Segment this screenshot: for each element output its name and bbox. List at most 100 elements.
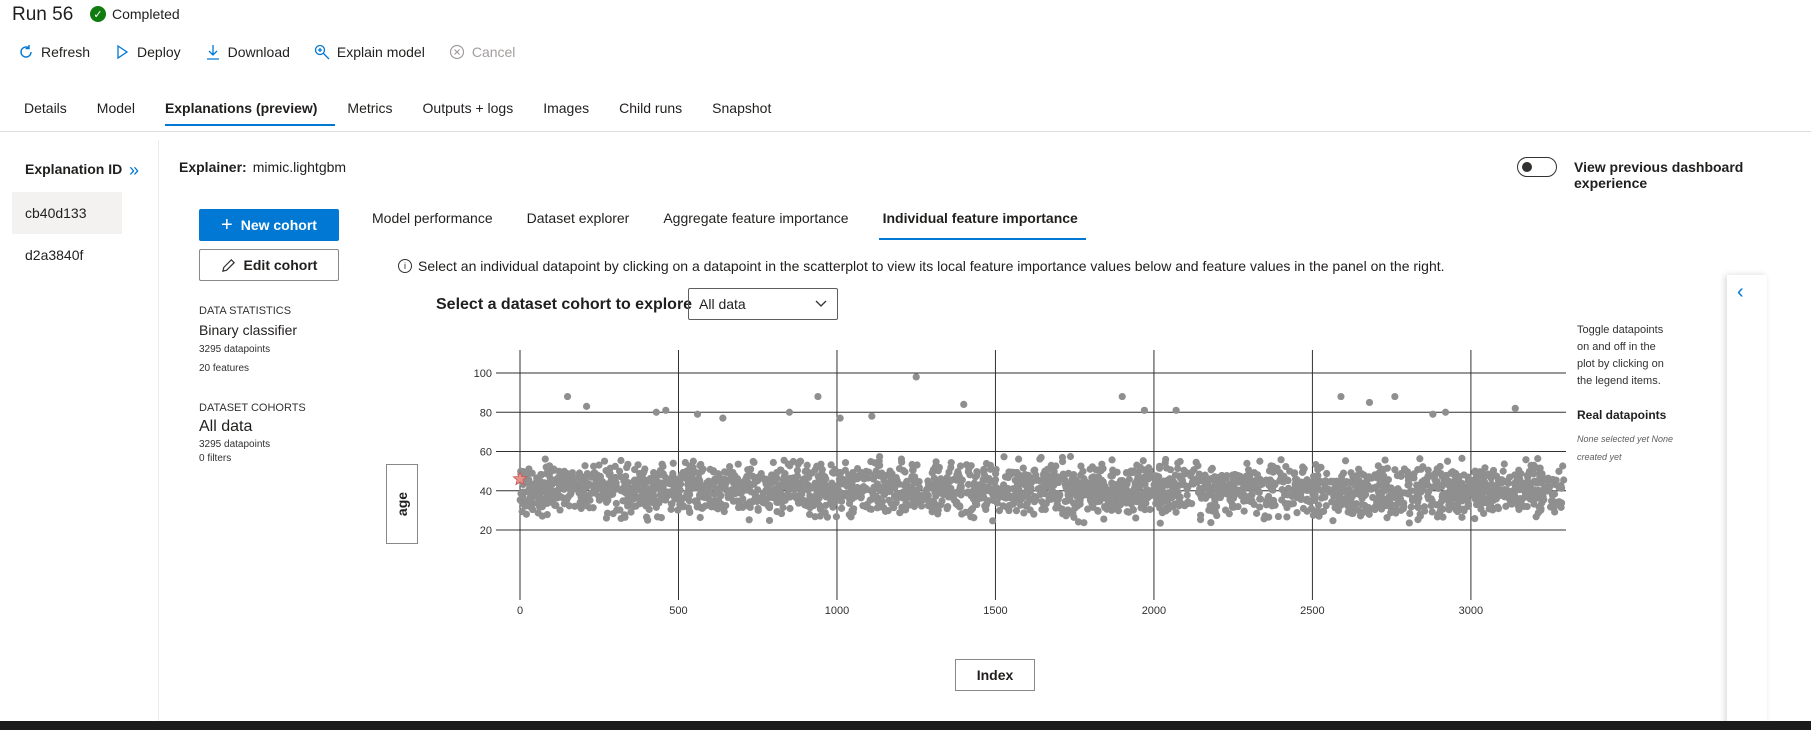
data-point[interactable] — [1250, 468, 1258, 477]
data-point[interactable] — [1108, 456, 1116, 464]
tab-images[interactable]: Images — [543, 100, 590, 116]
tab-dataset-explorer[interactable]: Dataset explorer — [526, 210, 630, 226]
data-point[interactable] — [683, 475, 691, 483]
data-point[interactable] — [1502, 502, 1510, 510]
data-point[interactable] — [703, 484, 711, 492]
data-point-outlier[interactable] — [912, 373, 920, 381]
data-point[interactable] — [1012, 490, 1020, 498]
data-point[interactable] — [1276, 469, 1284, 477]
data-point[interactable] — [676, 502, 684, 510]
data-point[interactable] — [595, 461, 603, 469]
data-point[interactable] — [1383, 514, 1391, 522]
data-point[interactable] — [1107, 472, 1115, 480]
data-point-outlier[interactable] — [652, 408, 660, 416]
data-point[interactable] — [1153, 483, 1161, 491]
download-button[interactable]: Download — [205, 44, 290, 60]
data-point[interactable] — [1226, 486, 1234, 494]
data-point[interactable] — [973, 491, 981, 499]
data-point[interactable] — [992, 483, 1000, 492]
data-point[interactable] — [1274, 512, 1283, 521]
data-point[interactable] — [1100, 515, 1108, 523]
data-point[interactable] — [773, 484, 781, 492]
data-point[interactable] — [1077, 462, 1085, 470]
data-point-outlier[interactable] — [785, 408, 794, 416]
data-point[interactable] — [1545, 483, 1554, 491]
data-point[interactable] — [1253, 509, 1261, 517]
data-point[interactable] — [1538, 472, 1546, 480]
data-point[interactable] — [1430, 471, 1438, 479]
data-point[interactable] — [897, 455, 906, 463]
data-point[interactable] — [913, 461, 921, 469]
data-point[interactable] — [1527, 465, 1536, 473]
data-point[interactable] — [550, 466, 559, 474]
data-point[interactable] — [924, 491, 932, 499]
tab-explanations[interactable]: Explanations (preview) — [164, 100, 336, 126]
data-point[interactable] — [1494, 505, 1503, 513]
data-point[interactable] — [606, 478, 614, 487]
data-point[interactable] — [667, 505, 675, 513]
data-point[interactable] — [906, 501, 914, 509]
data-point[interactable] — [1533, 464, 1541, 472]
data-point[interactable] — [1032, 476, 1040, 484]
data-point[interactable] — [644, 489, 652, 497]
data-point[interactable] — [1408, 496, 1417, 505]
data-point[interactable] — [933, 503, 942, 511]
data-point[interactable] — [639, 469, 647, 477]
data-point[interactable] — [823, 513, 832, 521]
tab-snapshot[interactable]: Snapshot — [712, 100, 772, 116]
data-point[interactable] — [1323, 469, 1331, 478]
data-point[interactable] — [1293, 476, 1301, 484]
data-point[interactable] — [1404, 472, 1412, 480]
data-point[interactable] — [668, 500, 676, 508]
data-point[interactable] — [1385, 492, 1393, 500]
data-point[interactable] — [718, 502, 726, 510]
data-point[interactable] — [1469, 476, 1477, 485]
data-point[interactable] — [676, 480, 685, 488]
data-point[interactable] — [1454, 507, 1462, 516]
data-point[interactable] — [801, 474, 809, 483]
data-point[interactable] — [1391, 466, 1399, 474]
data-point[interactable] — [1056, 504, 1064, 512]
data-point[interactable] — [1151, 473, 1160, 481]
data-point[interactable] — [1059, 470, 1067, 478]
data-point[interactable] — [1088, 500, 1096, 508]
data-point[interactable] — [586, 496, 594, 504]
data-point[interactable] — [541, 479, 549, 487]
data-point[interactable] — [1460, 507, 1468, 515]
data-point[interactable] — [1330, 485, 1338, 493]
data-point[interactable] — [769, 458, 777, 467]
data-point[interactable] — [875, 485, 883, 493]
data-point[interactable] — [953, 476, 961, 484]
data-point[interactable] — [1013, 468, 1021, 477]
data-point[interactable] — [1164, 479, 1172, 487]
data-point[interactable] — [1343, 497, 1351, 505]
data-point[interactable] — [1012, 507, 1021, 515]
data-point[interactable] — [1373, 498, 1381, 506]
data-point[interactable] — [621, 513, 629, 521]
data-point[interactable] — [1380, 477, 1388, 485]
data-point[interactable] — [939, 478, 948, 487]
data-point[interactable] — [885, 496, 893, 504]
data-point[interactable] — [847, 513, 855, 521]
data-point[interactable] — [796, 458, 804, 466]
data-point[interactable] — [1137, 504, 1145, 512]
data-point-outlier[interactable] — [814, 392, 822, 401]
data-point[interactable] — [786, 462, 794, 470]
data-point[interactable] — [1040, 472, 1048, 480]
data-point[interactable] — [711, 483, 719, 491]
data-point[interactable] — [1284, 484, 1293, 492]
data-point[interactable] — [837, 504, 846, 512]
data-point[interactable] — [1066, 452, 1075, 461]
data-point[interactable] — [1487, 494, 1495, 502]
explanation-item-d2a3840f[interactable]: d2a3840f — [25, 247, 84, 263]
data-point[interactable] — [522, 510, 530, 518]
data-point[interactable] — [778, 483, 786, 491]
data-point[interactable] — [768, 479, 776, 487]
data-point-outlier[interactable] — [1429, 410, 1437, 418]
data-point[interactable] — [1489, 466, 1498, 475]
data-point[interactable] — [1427, 484, 1435, 492]
data-point[interactable] — [1032, 471, 1040, 479]
data-point[interactable] — [1062, 483, 1070, 491]
data-point[interactable] — [1015, 455, 1023, 463]
data-point[interactable] — [1242, 475, 1250, 484]
